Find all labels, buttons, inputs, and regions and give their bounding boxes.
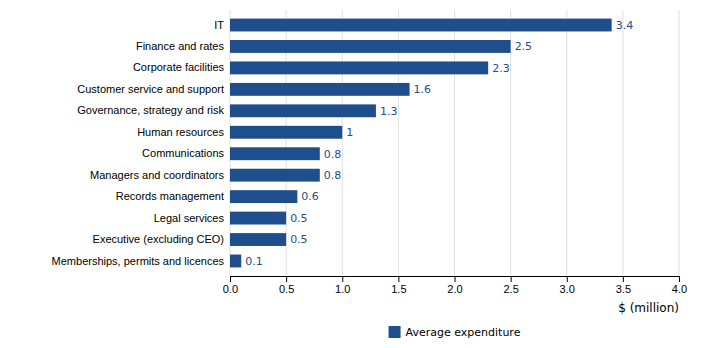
x-tick-mark bbox=[342, 276, 343, 282]
plot: 0.1 0.5 0.5 0.6 0.8 0.8 1 1.3 1.6 2.3 2.5 3.4 0.0 0.5… bbox=[52, 10, 688, 295]
y-tick-label: Governance, strategy and risk bbox=[77, 104, 224, 116]
x-tick: 0.0 bbox=[223, 276, 238, 295]
y-tick-label: Legal services bbox=[154, 212, 225, 224]
data-label: 0.1 bbox=[245, 255, 263, 268]
y-tick: Finance and rates bbox=[136, 40, 225, 52]
y-tick: Executive (excluding CEO) bbox=[93, 233, 224, 245]
bar bbox=[230, 40, 511, 53]
y-tick: Legal services bbox=[154, 212, 225, 224]
x-tick-label: 4.0 bbox=[672, 283, 687, 295]
y-tick-label: Finance and rates bbox=[136, 40, 225, 52]
data-labels: 0.1 0.5 0.5 0.6 0.8 0.8 1 1.3 1.6 2.3 2.5 3.4 bbox=[245, 19, 633, 268]
x-tick: 4.0 bbox=[672, 276, 687, 295]
y-tick: Human resources bbox=[137, 126, 224, 138]
data-label: 2.5 bbox=[515, 40, 533, 53]
y-tick-label: Communications bbox=[142, 147, 224, 159]
x-tick: 3.0 bbox=[560, 276, 575, 295]
bar bbox=[230, 190, 297, 203]
x-tick-mark bbox=[567, 276, 568, 282]
x-tick: 2.5 bbox=[503, 276, 518, 295]
legend: Average expenditure bbox=[389, 326, 521, 339]
y-tick: Memberships, permits and licences bbox=[52, 255, 225, 267]
data-label: 1.6 bbox=[414, 83, 432, 96]
data-label: 0.6 bbox=[301, 190, 319, 203]
y-tick-label: Human resources bbox=[137, 126, 224, 138]
y-tick-label: Corporate facilities bbox=[133, 61, 225, 73]
x-axis: 0.0 0.5 1.0 1.5 2.0 2.5 3.0 3.5 4.0 bbox=[223, 276, 687, 295]
bar bbox=[230, 169, 320, 182]
x-tick: 1.0 bbox=[335, 276, 350, 295]
bar bbox=[230, 104, 376, 117]
legend-item: Average expenditure bbox=[389, 326, 521, 339]
y-tick-label: Customer service and support bbox=[77, 83, 224, 95]
x-tick-label: 2.5 bbox=[503, 283, 518, 295]
grid-line bbox=[622, 10, 623, 276]
y-tick: Governance, strategy and risk bbox=[77, 104, 224, 116]
x-tick-label: 0.5 bbox=[279, 283, 294, 295]
bars bbox=[230, 19, 612, 268]
x-tick-label: 3.5 bbox=[616, 283, 631, 295]
x-tick-label: 3.0 bbox=[560, 283, 575, 295]
x-tick: 0.5 bbox=[279, 276, 294, 295]
data-label: 1 bbox=[346, 126, 353, 139]
x-tick-label: 1.5 bbox=[391, 283, 406, 295]
legend-swatch bbox=[389, 326, 401, 338]
x-tick-mark bbox=[679, 276, 680, 282]
y-tick: Managers and coordinators bbox=[90, 169, 224, 181]
grid-line bbox=[566, 10, 567, 276]
grid-line bbox=[679, 10, 680, 276]
bar bbox=[230, 233, 286, 246]
x-axis-label: $ (million) bbox=[618, 301, 679, 315]
x-tick-label: 0.0 bbox=[223, 283, 238, 295]
data-label: 0.5 bbox=[290, 212, 308, 225]
bar bbox=[230, 126, 342, 139]
y-tick-label: IT bbox=[214, 19, 224, 31]
grid bbox=[230, 10, 679, 276]
bar bbox=[230, 255, 241, 268]
bar bbox=[230, 19, 612, 32]
data-label: 1.3 bbox=[380, 105, 398, 118]
y-tick: Records management bbox=[116, 190, 224, 202]
x-tick-mark bbox=[286, 276, 287, 282]
chart: 0.1 0.5 0.5 0.6 0.8 0.8 1 1.3 1.6 2.3 2.5 3.4 0.0 0.5… bbox=[0, 0, 709, 348]
x-tick-mark bbox=[623, 276, 624, 282]
bar bbox=[230, 147, 320, 160]
x-tick-mark bbox=[398, 276, 399, 282]
x-axis-line bbox=[231, 277, 680, 283]
x-tick-mark bbox=[511, 276, 512, 282]
bar bbox=[230, 61, 488, 74]
y-tick-label: Managers and coordinators bbox=[90, 169, 224, 181]
y-tick: IT bbox=[214, 19, 224, 31]
x-tick-label: 2.0 bbox=[447, 283, 462, 295]
x-tick: 1.5 bbox=[391, 276, 406, 295]
x-tick-mark bbox=[455, 276, 456, 282]
x-tick: 3.5 bbox=[616, 276, 631, 295]
y-tick: Corporate facilities bbox=[133, 61, 225, 73]
bar bbox=[230, 212, 286, 225]
y-tick-label: Executive (excluding CEO) bbox=[93, 233, 224, 245]
legend-label: Average expenditure bbox=[406, 326, 521, 339]
y-tick-label: Records management bbox=[116, 190, 224, 202]
y-tick: Communications bbox=[142, 147, 224, 159]
y-tick-label: Memberships, permits and licences bbox=[52, 255, 225, 267]
x-tick: 2.0 bbox=[447, 276, 462, 295]
data-label: 0.5 bbox=[290, 233, 308, 246]
data-label: 0.8 bbox=[324, 169, 342, 182]
y-axis: Memberships, permits and licences Executi… bbox=[52, 19, 225, 267]
data-label: 2.3 bbox=[492, 62, 510, 75]
bar bbox=[230, 83, 410, 96]
data-label: 3.4 bbox=[616, 19, 634, 32]
data-label: 0.8 bbox=[324, 148, 342, 161]
y-tick: Customer service and support bbox=[77, 83, 224, 95]
x-tick-label: 1.0 bbox=[335, 283, 350, 295]
x-tick-mark bbox=[230, 276, 231, 282]
